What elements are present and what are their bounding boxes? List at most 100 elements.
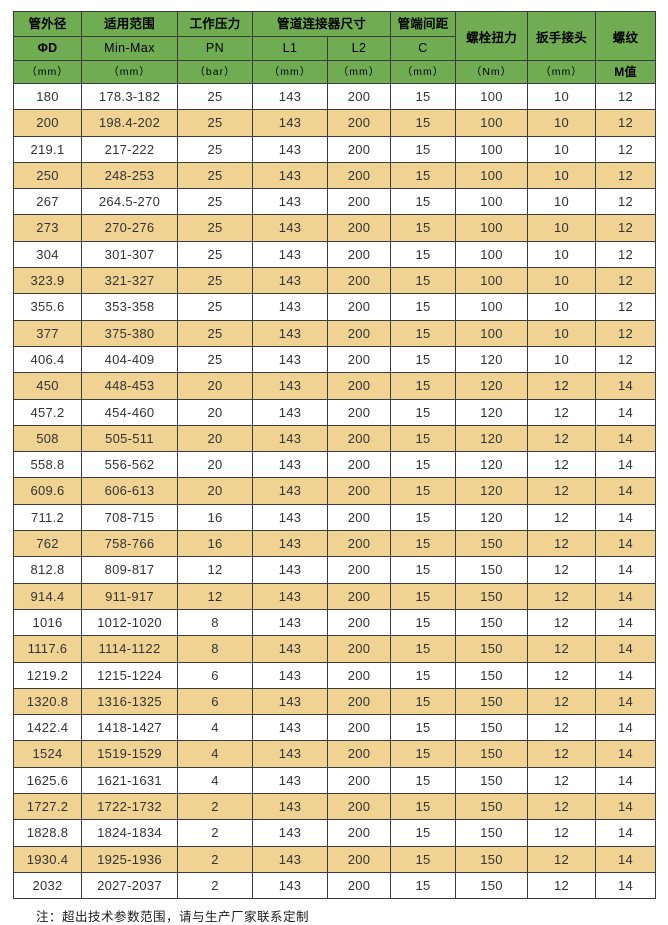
cell-working-pressure: 25 [177, 240, 253, 269]
cell-outer-diameter: 2032 [13, 871, 82, 900]
cell-thread: 14 [595, 740, 656, 768]
table-row: 812.8 809-817 12 143 200 15 150 12 14 [13, 556, 656, 584]
cell-l2: 200 [327, 845, 391, 873]
cell-outer-diameter: 914.4 [13, 582, 82, 610]
cell-l2: 200 [327, 608, 391, 637]
cell-pipe-end-gap: 15 [390, 109, 456, 137]
cell-l1: 143 [252, 319, 328, 347]
cell-wrench-socket: 10 [527, 214, 596, 242]
cell-wrench-socket: 10 [527, 240, 596, 269]
cell-l1: 143 [252, 477, 328, 505]
table-row: 1828.8 1824-1834 2 143 200 15 150 12 14 [13, 819, 656, 847]
cell-pipe-end-gap: 15 [390, 635, 456, 663]
cell-thread: 12 [595, 319, 656, 347]
cell-pipe-end-gap: 15 [390, 240, 456, 269]
cell-pipe-end-gap: 15 [390, 503, 456, 532]
table-row: 1727.2 1722-1732 2 143 200 15 150 12 14 [13, 793, 656, 821]
cell-wrench-socket: 12 [527, 766, 596, 795]
cell-thread: 14 [595, 793, 656, 821]
cell-l2: 200 [327, 372, 391, 400]
cell-bolt-torque: 150 [455, 793, 528, 821]
cell-l2: 200 [327, 635, 391, 663]
table-row: 1117.6 1114-1122 8 143 200 15 150 12 14 [13, 635, 656, 663]
cell-pipe-end-gap: 15 [390, 819, 456, 847]
cell-outer-diameter: 219.1 [13, 135, 82, 163]
cell-bolt-torque: 150 [455, 661, 528, 689]
table-row: 762 758-766 16 143 200 15 150 12 14 [13, 530, 656, 558]
cell-l1: 143 [252, 135, 328, 163]
cell-outer-diameter: 1524 [13, 740, 82, 768]
cell-l2: 200 [327, 293, 391, 321]
cell-l1: 143 [252, 451, 328, 479]
table-row: 267 264.5-270 25 143 200 15 100 10 12 [13, 188, 656, 216]
cell-wrench-socket: 12 [527, 556, 596, 584]
cell-wrench-socket: 12 [527, 503, 596, 532]
table-row: 273 270-276 25 143 200 15 100 10 12 [13, 214, 656, 242]
header-unit-l2: （mm） [327, 60, 391, 84]
cell-pipe-end-gap: 15 [390, 293, 456, 321]
cell-pipe-end-gap: 15 [390, 740, 456, 768]
cell-outer-diameter: 377 [13, 319, 82, 347]
cell-l2: 200 [327, 661, 391, 689]
cell-applicable-range: 809-817 [81, 556, 178, 584]
cell-bolt-torque: 150 [455, 687, 528, 716]
cell-working-pressure: 25 [177, 214, 253, 242]
table-body: 180 178.3-182 25 143 200 15 100 10 12 200 198.4-20… [13, 82, 656, 900]
header-symbol-l1: L1 [252, 36, 328, 61]
cell-pipe-end-gap: 15 [390, 793, 456, 821]
cell-applicable-range: 1316-1325 [81, 687, 178, 716]
cell-bolt-torque: 150 [455, 582, 528, 610]
cell-bolt-torque: 150 [455, 530, 528, 558]
table-row: 1625.6 1621-1631 4 143 200 15 150 12 14 [13, 766, 656, 795]
table-row: 914.4 911-917 12 143 200 15 150 12 14 [13, 582, 656, 610]
cell-wrench-socket: 10 [527, 319, 596, 347]
cell-applicable-range: 2027-2037 [81, 871, 178, 900]
header-symbol-minmax: Min-Max [81, 36, 178, 61]
cell-bolt-torque: 150 [455, 714, 528, 742]
cell-applicable-range: 404-409 [81, 345, 178, 374]
cell-applicable-range: 454-460 [81, 398, 178, 426]
cell-working-pressure: 4 [177, 714, 253, 742]
cell-wrench-socket: 12 [527, 635, 596, 663]
cell-wrench-socket: 12 [527, 714, 596, 742]
cell-outer-diameter: 250 [13, 161, 82, 190]
cell-wrench-socket: 12 [527, 398, 596, 426]
cell-working-pressure: 2 [177, 871, 253, 900]
cell-thread: 14 [595, 530, 656, 558]
cell-working-pressure: 6 [177, 687, 253, 716]
cell-l2: 200 [327, 398, 391, 426]
header-symbol-pn: PN [177, 36, 253, 61]
cell-outer-diameter: 180 [13, 82, 82, 111]
cell-wrench-socket: 10 [527, 188, 596, 216]
cell-outer-diameter: 200 [13, 109, 82, 137]
cell-wrench-socket: 12 [527, 740, 596, 768]
cell-pipe-end-gap: 15 [390, 267, 456, 295]
cell-thread: 14 [595, 714, 656, 742]
cell-l1: 143 [252, 424, 328, 453]
cell-working-pressure: 20 [177, 424, 253, 453]
cell-pipe-end-gap: 15 [390, 214, 456, 242]
cell-l1: 143 [252, 161, 328, 190]
cell-l1: 143 [252, 372, 328, 400]
cell-l1: 143 [252, 503, 328, 532]
header-row-symbol: ΦD Min-Max PN L1 L2 C [13, 36, 656, 61]
cell-thread: 14 [595, 582, 656, 610]
cell-thread: 14 [595, 477, 656, 505]
header-unit-bolt-torque: （Nm） [455, 60, 528, 84]
cell-bolt-torque: 120 [455, 345, 528, 374]
cell-thread: 12 [595, 188, 656, 216]
cell-bolt-torque: 120 [455, 477, 528, 505]
cell-pipe-end-gap: 15 [390, 556, 456, 584]
cell-wrench-socket: 12 [527, 845, 596, 873]
cell-applicable-range: 1114-1122 [81, 635, 178, 663]
cell-applicable-range: 248-253 [81, 161, 178, 190]
cell-pipe-end-gap: 15 [390, 582, 456, 610]
cell-l2: 200 [327, 530, 391, 558]
cell-working-pressure: 25 [177, 293, 253, 321]
cell-bolt-torque: 150 [455, 766, 528, 795]
cell-outer-diameter: 304 [13, 240, 82, 269]
cell-thread: 12 [595, 161, 656, 190]
cell-bolt-torque: 100 [455, 267, 528, 295]
cell-pipe-end-gap: 15 [390, 345, 456, 374]
cell-outer-diameter: 1117.6 [13, 635, 82, 663]
